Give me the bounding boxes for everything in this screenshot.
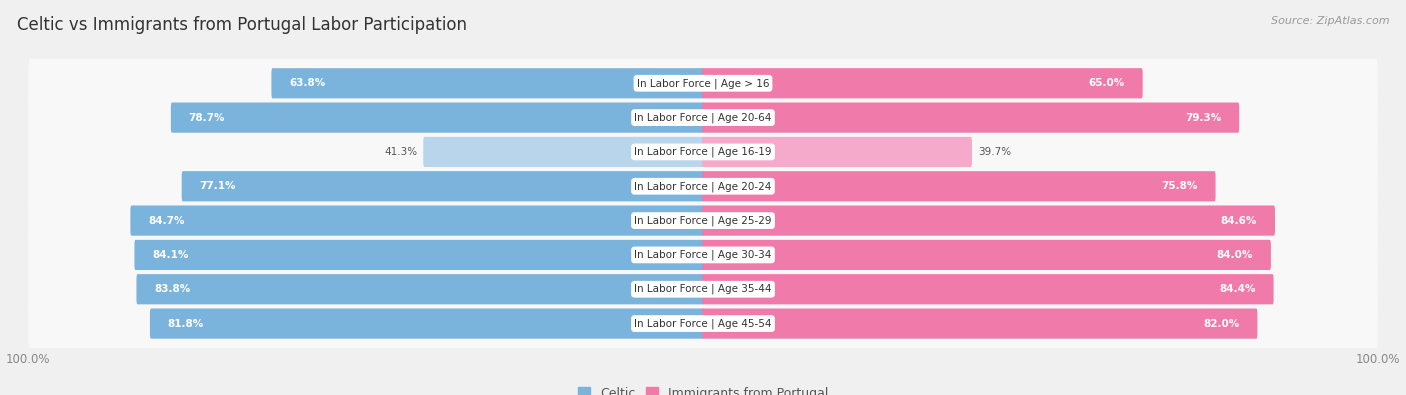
FancyBboxPatch shape — [28, 222, 1378, 287]
Text: 65.0%: 65.0% — [1088, 78, 1125, 88]
FancyBboxPatch shape — [28, 188, 1378, 253]
FancyBboxPatch shape — [181, 171, 704, 201]
Text: In Labor Force | Age 16-19: In Labor Force | Age 16-19 — [634, 147, 772, 157]
Text: 79.3%: 79.3% — [1185, 113, 1222, 122]
Text: In Labor Force | Age 35-44: In Labor Force | Age 35-44 — [634, 284, 772, 295]
FancyBboxPatch shape — [423, 137, 704, 167]
Text: 82.0%: 82.0% — [1204, 319, 1240, 329]
Text: 84.4%: 84.4% — [1219, 284, 1256, 294]
FancyBboxPatch shape — [136, 274, 704, 304]
FancyBboxPatch shape — [28, 119, 1378, 184]
Text: In Labor Force | Age 25-29: In Labor Force | Age 25-29 — [634, 215, 772, 226]
Text: In Labor Force | Age 20-24: In Labor Force | Age 20-24 — [634, 181, 772, 192]
Text: 75.8%: 75.8% — [1161, 181, 1198, 191]
Text: 84.6%: 84.6% — [1220, 216, 1257, 226]
Text: 77.1%: 77.1% — [200, 181, 236, 191]
FancyBboxPatch shape — [28, 154, 1378, 218]
FancyBboxPatch shape — [702, 171, 1216, 201]
FancyBboxPatch shape — [702, 308, 1257, 339]
FancyBboxPatch shape — [172, 102, 704, 133]
FancyBboxPatch shape — [28, 120, 1378, 184]
FancyBboxPatch shape — [702, 274, 1274, 304]
FancyBboxPatch shape — [702, 102, 1239, 133]
FancyBboxPatch shape — [28, 291, 1378, 356]
FancyBboxPatch shape — [28, 291, 1378, 356]
FancyBboxPatch shape — [702, 205, 1275, 236]
Legend: Celtic, Immigrants from Portugal: Celtic, Immigrants from Portugal — [572, 382, 834, 395]
Text: In Labor Force | Age 45-54: In Labor Force | Age 45-54 — [634, 318, 772, 329]
FancyBboxPatch shape — [150, 308, 704, 339]
FancyBboxPatch shape — [28, 188, 1378, 252]
Text: 78.7%: 78.7% — [188, 113, 225, 122]
Text: Source: ZipAtlas.com: Source: ZipAtlas.com — [1271, 16, 1389, 26]
FancyBboxPatch shape — [702, 240, 1271, 270]
Text: In Labor Force | Age 20-64: In Labor Force | Age 20-64 — [634, 112, 772, 123]
Text: In Labor Force | Age 30-34: In Labor Force | Age 30-34 — [634, 250, 772, 260]
Text: 39.7%: 39.7% — [977, 147, 1011, 157]
FancyBboxPatch shape — [28, 257, 1378, 321]
Text: Celtic vs Immigrants from Portugal Labor Participation: Celtic vs Immigrants from Portugal Labor… — [17, 16, 467, 34]
Text: 41.3%: 41.3% — [384, 147, 418, 157]
FancyBboxPatch shape — [135, 240, 704, 270]
Text: 84.7%: 84.7% — [148, 216, 184, 226]
FancyBboxPatch shape — [28, 51, 1378, 116]
FancyBboxPatch shape — [28, 223, 1378, 287]
FancyBboxPatch shape — [702, 137, 972, 167]
FancyBboxPatch shape — [28, 51, 1378, 115]
FancyBboxPatch shape — [702, 68, 1143, 98]
FancyBboxPatch shape — [28, 85, 1378, 150]
Text: In Labor Force | Age > 16: In Labor Force | Age > 16 — [637, 78, 769, 88]
FancyBboxPatch shape — [28, 257, 1378, 322]
FancyBboxPatch shape — [271, 68, 704, 98]
Text: 81.8%: 81.8% — [167, 319, 204, 329]
FancyBboxPatch shape — [131, 205, 704, 236]
Text: 63.8%: 63.8% — [290, 78, 326, 88]
Text: 84.1%: 84.1% — [152, 250, 188, 260]
FancyBboxPatch shape — [28, 154, 1378, 218]
FancyBboxPatch shape — [28, 85, 1378, 150]
Text: 84.0%: 84.0% — [1216, 250, 1253, 260]
Text: 83.8%: 83.8% — [155, 284, 191, 294]
